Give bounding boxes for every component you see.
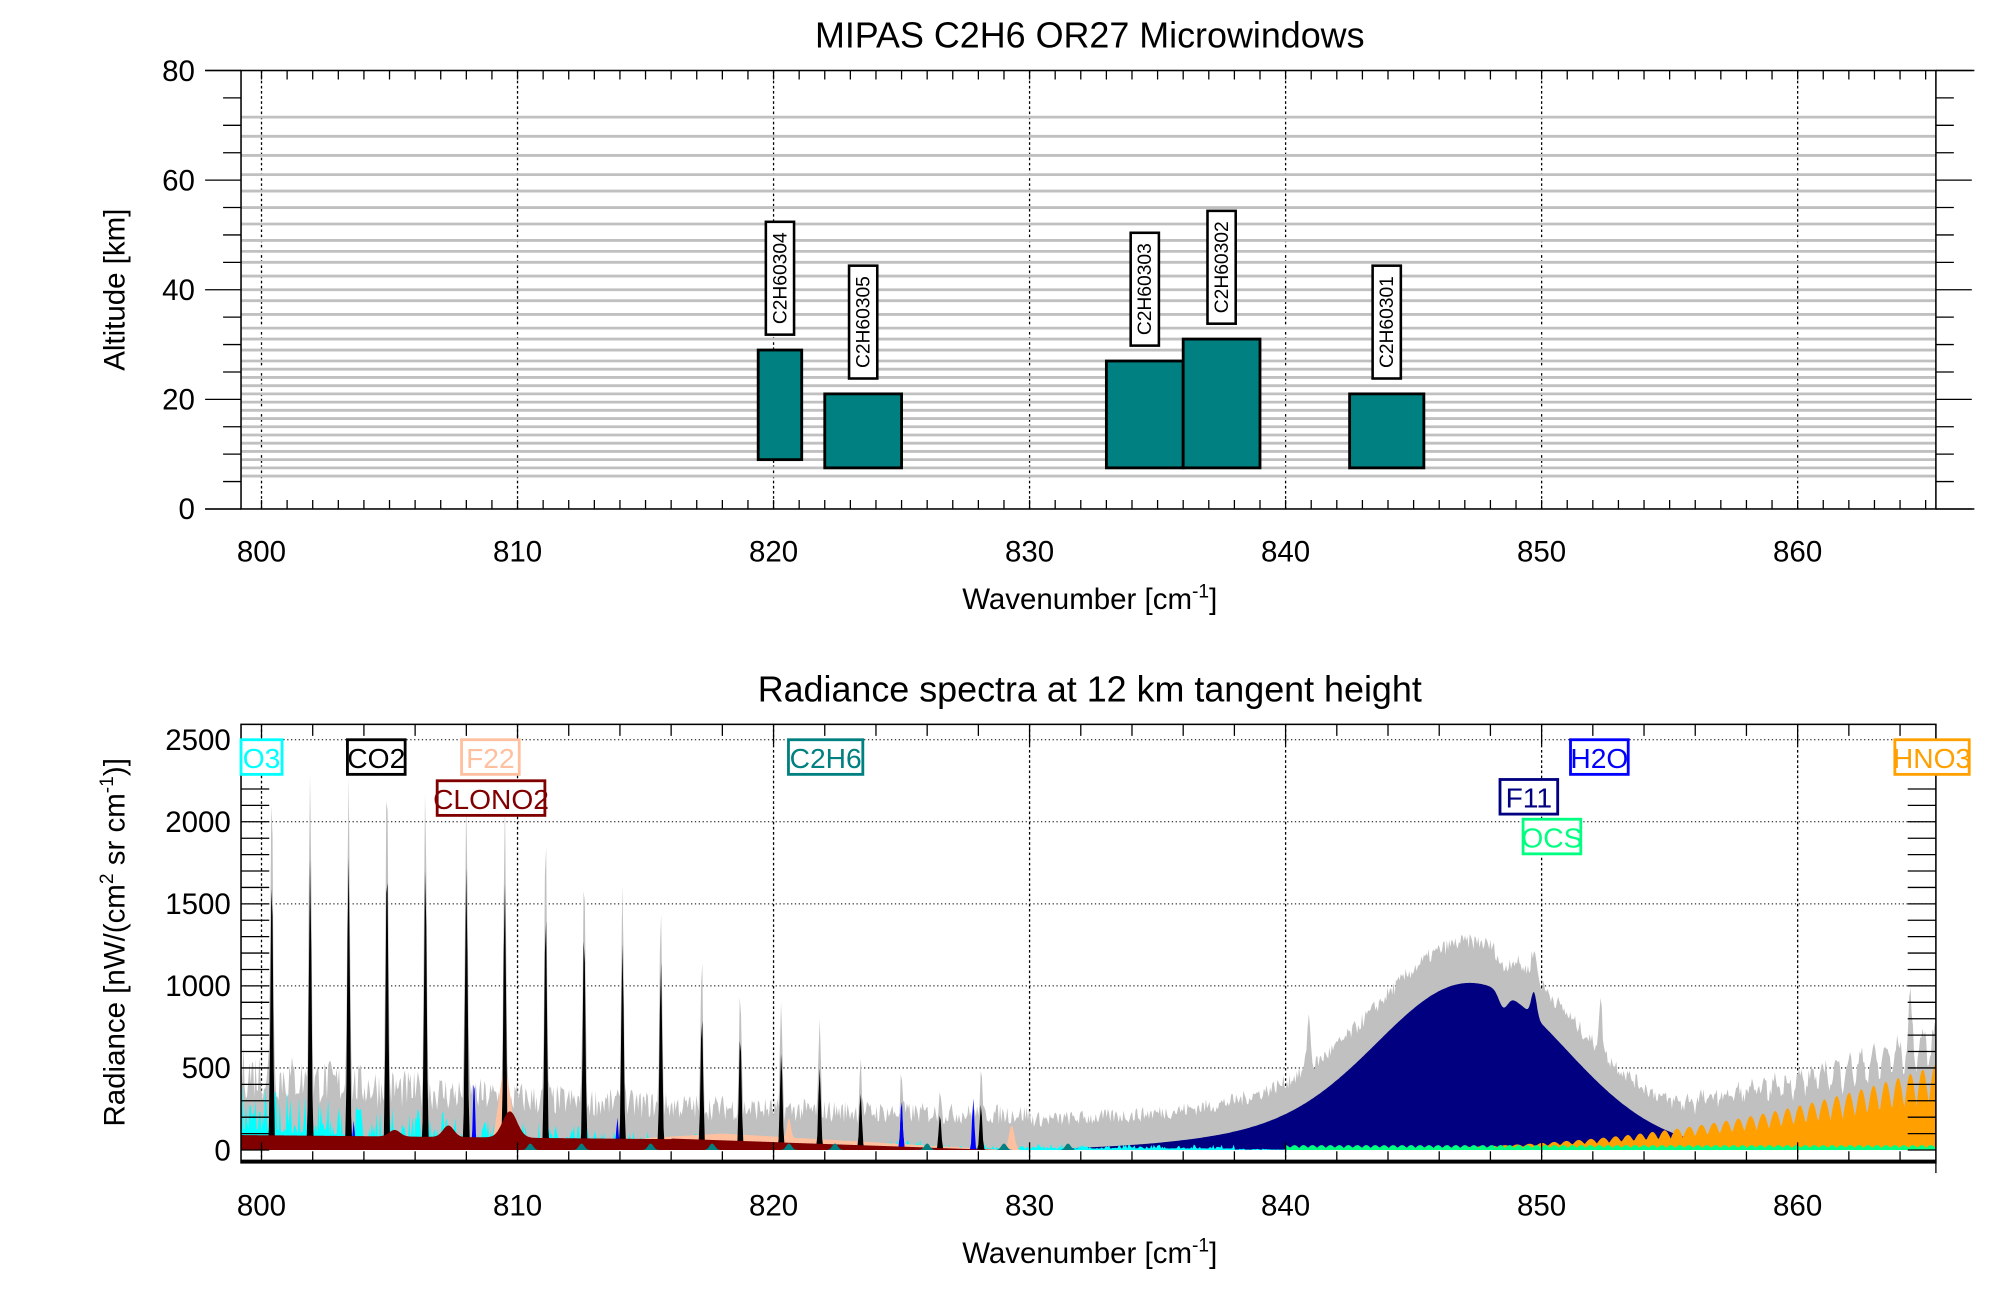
top-y-tick-label: 80 <box>162 55 195 88</box>
bottom-y-tick-label: 2000 <box>165 806 231 839</box>
bottom-y-tick-label: 500 <box>182 1052 231 1085</box>
top-y-tick-label: 0 <box>178 493 194 526</box>
microwindow-label-box <box>1129 231 1161 347</box>
top-x-tick-label: 810 <box>493 536 542 569</box>
top-x-tick-label: 860 <box>1773 536 1822 569</box>
species-label-f11: F11 <box>1498 778 1560 816</box>
spectrum-area-clono2 <box>241 1111 1936 1150</box>
species-label-box <box>1498 778 1560 816</box>
bottom-y-tick-labels: 0 500 1000 1500 2000 2500 <box>165 724 231 1167</box>
species-label-ocs: OCS <box>1521 817 1583 856</box>
species-label-box <box>435 779 547 817</box>
bottom-x-tick-label: 810 <box>493 1189 542 1222</box>
bottom-plot-frame <box>240 723 1937 1164</box>
top-x-tick-label: 850 <box>1517 536 1566 569</box>
microwindow-bars: C2H60304 C2H60305 C2H60303 C2H60302 C2H60301 <box>756 209 1426 470</box>
bottom-y-axis-label: Radiance [nW/(cm2 sr cm-1)] <box>97 758 132 1126</box>
top-x-tick-label: 840 <box>1261 536 1310 569</box>
bottom-y-tick-label: 0 <box>214 1134 230 1167</box>
microwindow-label-box <box>847 264 879 380</box>
species-label-text: HNO3 <box>1893 742 1971 774</box>
species-label-hno3: HNO3 <box>1893 738 1971 776</box>
spectrum-area-hno3 <box>241 1065 1936 1150</box>
microwindow-label-box <box>1371 264 1403 380</box>
spectrum-area-c2h6 <box>241 1143 1936 1150</box>
species-label-text: F11 <box>1506 782 1552 814</box>
microwindow-bar <box>1181 337 1262 470</box>
species-label-box <box>787 738 865 776</box>
species-label-text: H2O <box>1570 742 1628 774</box>
microwindow-bar <box>823 392 903 470</box>
species-label-box <box>239 738 284 776</box>
species-label-box <box>1569 738 1630 776</box>
species-label-box <box>346 738 407 776</box>
species-labels: O3 CO2 F22 CLONO2 C2H6 H2O F11 OCS HNO3 <box>239 738 1971 856</box>
bottom-x-tick-label: 860 <box>1773 1189 1822 1222</box>
species-label-text: F22 <box>466 742 515 774</box>
species-label-box <box>460 738 521 776</box>
top-y-tick-label: 20 <box>162 384 195 417</box>
bottom-x-tick-labels: 800 810 820 830 840 850 860 <box>237 1189 1822 1222</box>
top-x-axis-label: Wavenumber [cm-1] <box>962 581 1217 616</box>
radiance-series <box>241 774 1936 1150</box>
bottom-y-tick-label: 1500 <box>165 888 231 921</box>
radiance-panel: Radiance spectra at 12 km tangent height… <box>97 669 1971 1270</box>
species-label-o3: O3 <box>239 738 284 776</box>
microwindows-panel: MIPAS C2H6 OR27 Microwindows C2H60304 C2H… <box>98 15 1975 616</box>
bottom-x-tick-label: 830 <box>1005 1189 1054 1222</box>
top-x-tick-labels: 800 810 820 830 840 850 860 <box>237 536 1822 569</box>
bottom-y-tick-label: 2500 <box>165 724 231 757</box>
microwindow-label-box <box>764 220 796 336</box>
species-label-text: O3 <box>243 742 281 774</box>
microwindow-label: C2H60302 <box>1212 221 1233 313</box>
top-title: MIPAS C2H6 OR27 Microwindows <box>815 15 1365 55</box>
top-x-tick-label: 800 <box>237 536 286 569</box>
top-y-tick-label: 60 <box>162 164 195 197</box>
bottom-x-tick-label: 850 <box>1517 1189 1566 1222</box>
microwindow-bar <box>1104 359 1185 470</box>
microwindow-label: C2H60301 <box>1377 276 1398 368</box>
spectrum-area-f11 <box>241 982 1936 1150</box>
bottom-x-tick-label: 840 <box>1261 1189 1310 1222</box>
microwindow-bar <box>1348 392 1426 470</box>
bottom-axes <box>240 723 1937 1174</box>
species-label-co2: CO2 <box>346 738 407 776</box>
microwindow-label: C2H60303 <box>1135 243 1156 335</box>
bottom-x-axis-label: Wavenumber [cm-1] <box>962 1235 1217 1270</box>
microwindow-label-box <box>1206 209 1237 325</box>
top-x-tick-label: 820 <box>749 536 798 569</box>
species-label-h2o: H2O <box>1569 738 1630 776</box>
top-y-tick-label: 40 <box>162 274 195 307</box>
species-label-text: CLONO2 <box>433 783 549 815</box>
top-x-tick-label: 830 <box>1005 536 1054 569</box>
top-y-tick-labels: 0 20 40 60 80 <box>162 55 195 526</box>
tangent-altitude-lines <box>241 115 1936 478</box>
species-label-text: C2H6 <box>790 742 862 774</box>
top-axes <box>205 69 1975 510</box>
species-label-f22: F22 <box>460 738 521 776</box>
species-label-box <box>1521 817 1583 856</box>
bottom-x-tick-label: 800 <box>237 1189 286 1222</box>
bottom-y-tick-label: 1000 <box>165 970 231 1003</box>
microwindow-label: C2H60305 <box>854 276 875 368</box>
species-label-text: CO2 <box>347 742 405 774</box>
spectrum-area-total <box>241 774 1936 1150</box>
species-label-clono2: CLONO2 <box>433 779 549 817</box>
microwindow-bar <box>756 348 804 462</box>
bottom-title: Radiance spectra at 12 km tangent height <box>758 669 1422 709</box>
top-y-axis-label: Altitude [km] <box>98 209 131 371</box>
species-label-c2h6: C2H6 <box>787 738 865 776</box>
species-label-box <box>1893 738 1971 776</box>
spectrum-area-ocs <box>241 1145 1936 1150</box>
microwindow-label: C2H60304 <box>770 232 791 324</box>
bottom-x-tick-label: 820 <box>749 1189 798 1222</box>
species-label-text: OCS <box>1521 821 1582 853</box>
